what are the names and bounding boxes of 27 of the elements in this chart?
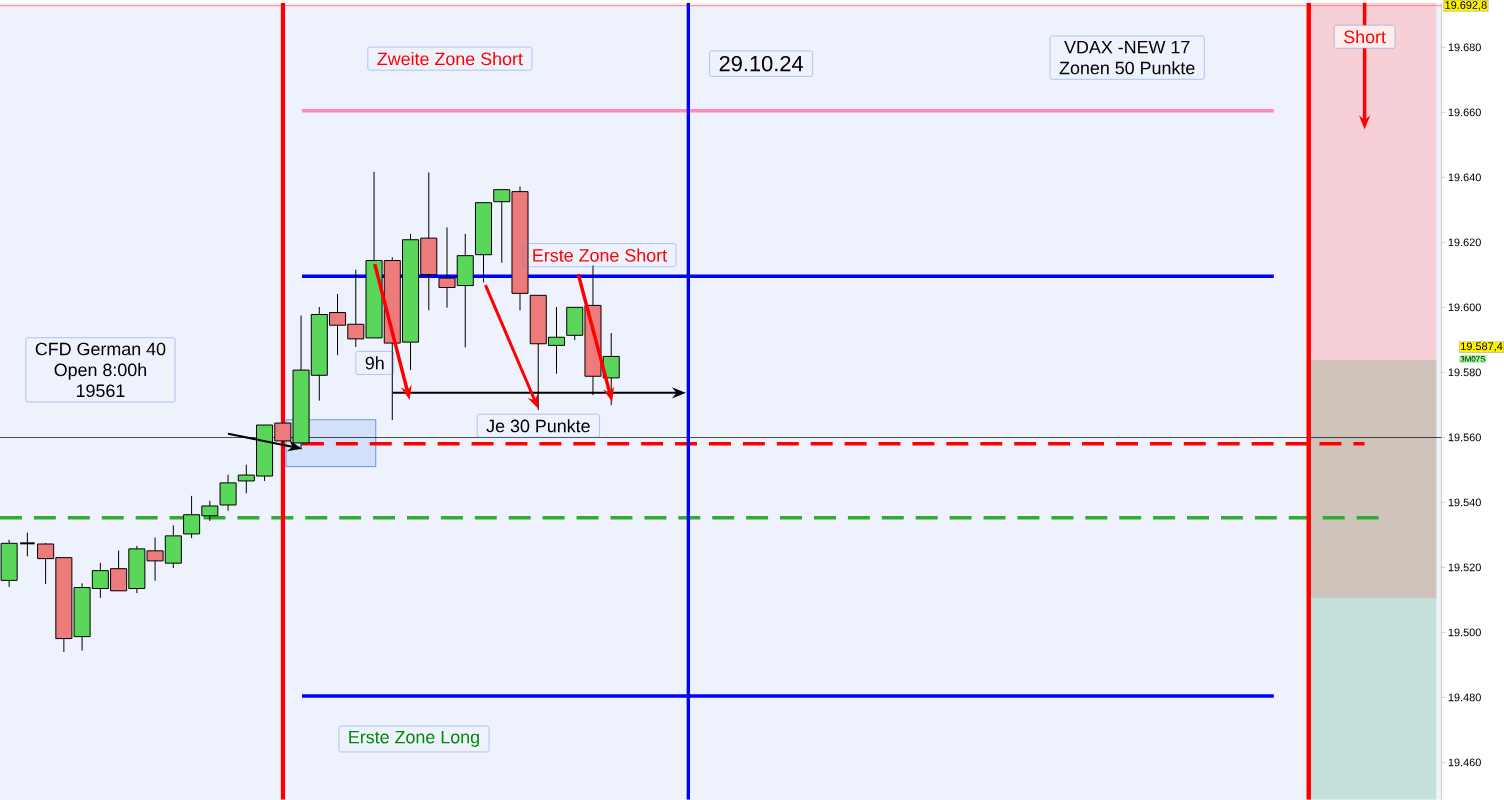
annotation: Zonen 50 Punkte — [1059, 61, 1195, 75]
annotation: Short — [1344, 30, 1386, 44]
y-tick-label: 19.640 — [1448, 173, 1481, 182]
y-tick-label: 19.460 — [1448, 758, 1481, 767]
annotation: CFD German 40 — [35, 342, 166, 356]
y-tick-label: 19.600 — [1448, 303, 1481, 312]
annotation: Je 30 Punkte — [486, 419, 590, 433]
y-tick-label: 19.560 — [1448, 433, 1481, 442]
y-tick-label: 19.680 — [1448, 43, 1481, 52]
annotation: Open 8:00h — [54, 363, 147, 380]
y-tick-label: 19.500 — [1448, 628, 1481, 637]
annotation: 19561 — [76, 384, 125, 398]
annotation: Erste Zone Short — [533, 248, 667, 262]
annotation: VDAX -NEW 17 — [1064, 40, 1190, 54]
y-tick-label: 19.620 — [1448, 238, 1481, 247]
y-tick-label: 19.580 — [1448, 368, 1481, 377]
annotation: Zweite Zone Short — [377, 52, 523, 66]
candlestick — [19, 532, 36, 557]
annotation: 9h — [365, 356, 384, 370]
annotation: 29.10.24 — [719, 55, 804, 72]
y-tick-label: 19.480 — [1448, 693, 1481, 702]
y-tick-label: 19.660 — [1448, 108, 1481, 117]
annotation: Erste Zone Long — [349, 730, 479, 747]
y-tick-label: 19.540 — [1448, 498, 1481, 507]
ref-line-label: 19.692,8 — [1445, 1, 1487, 11]
y-tick-label: 19.520 — [1448, 563, 1481, 572]
text: 19.587,4 — [1461, 342, 1503, 352]
